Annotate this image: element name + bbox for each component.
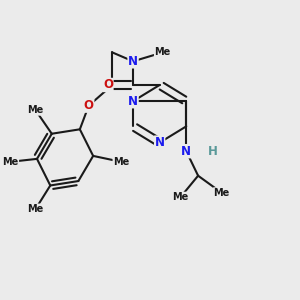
Text: Me: Me [2, 157, 19, 167]
Text: N: N [181, 145, 191, 158]
Text: H: H [208, 145, 218, 158]
Text: Me: Me [154, 47, 171, 57]
Text: O: O [84, 99, 94, 112]
Text: N: N [128, 55, 138, 68]
Text: N: N [155, 136, 165, 149]
Text: O: O [103, 79, 113, 92]
Text: Me: Me [27, 204, 44, 214]
Text: Me: Me [214, 188, 230, 198]
Text: Me: Me [27, 105, 44, 115]
Text: Me: Me [113, 157, 129, 167]
Text: N: N [128, 95, 138, 108]
Text: Me: Me [172, 192, 188, 202]
